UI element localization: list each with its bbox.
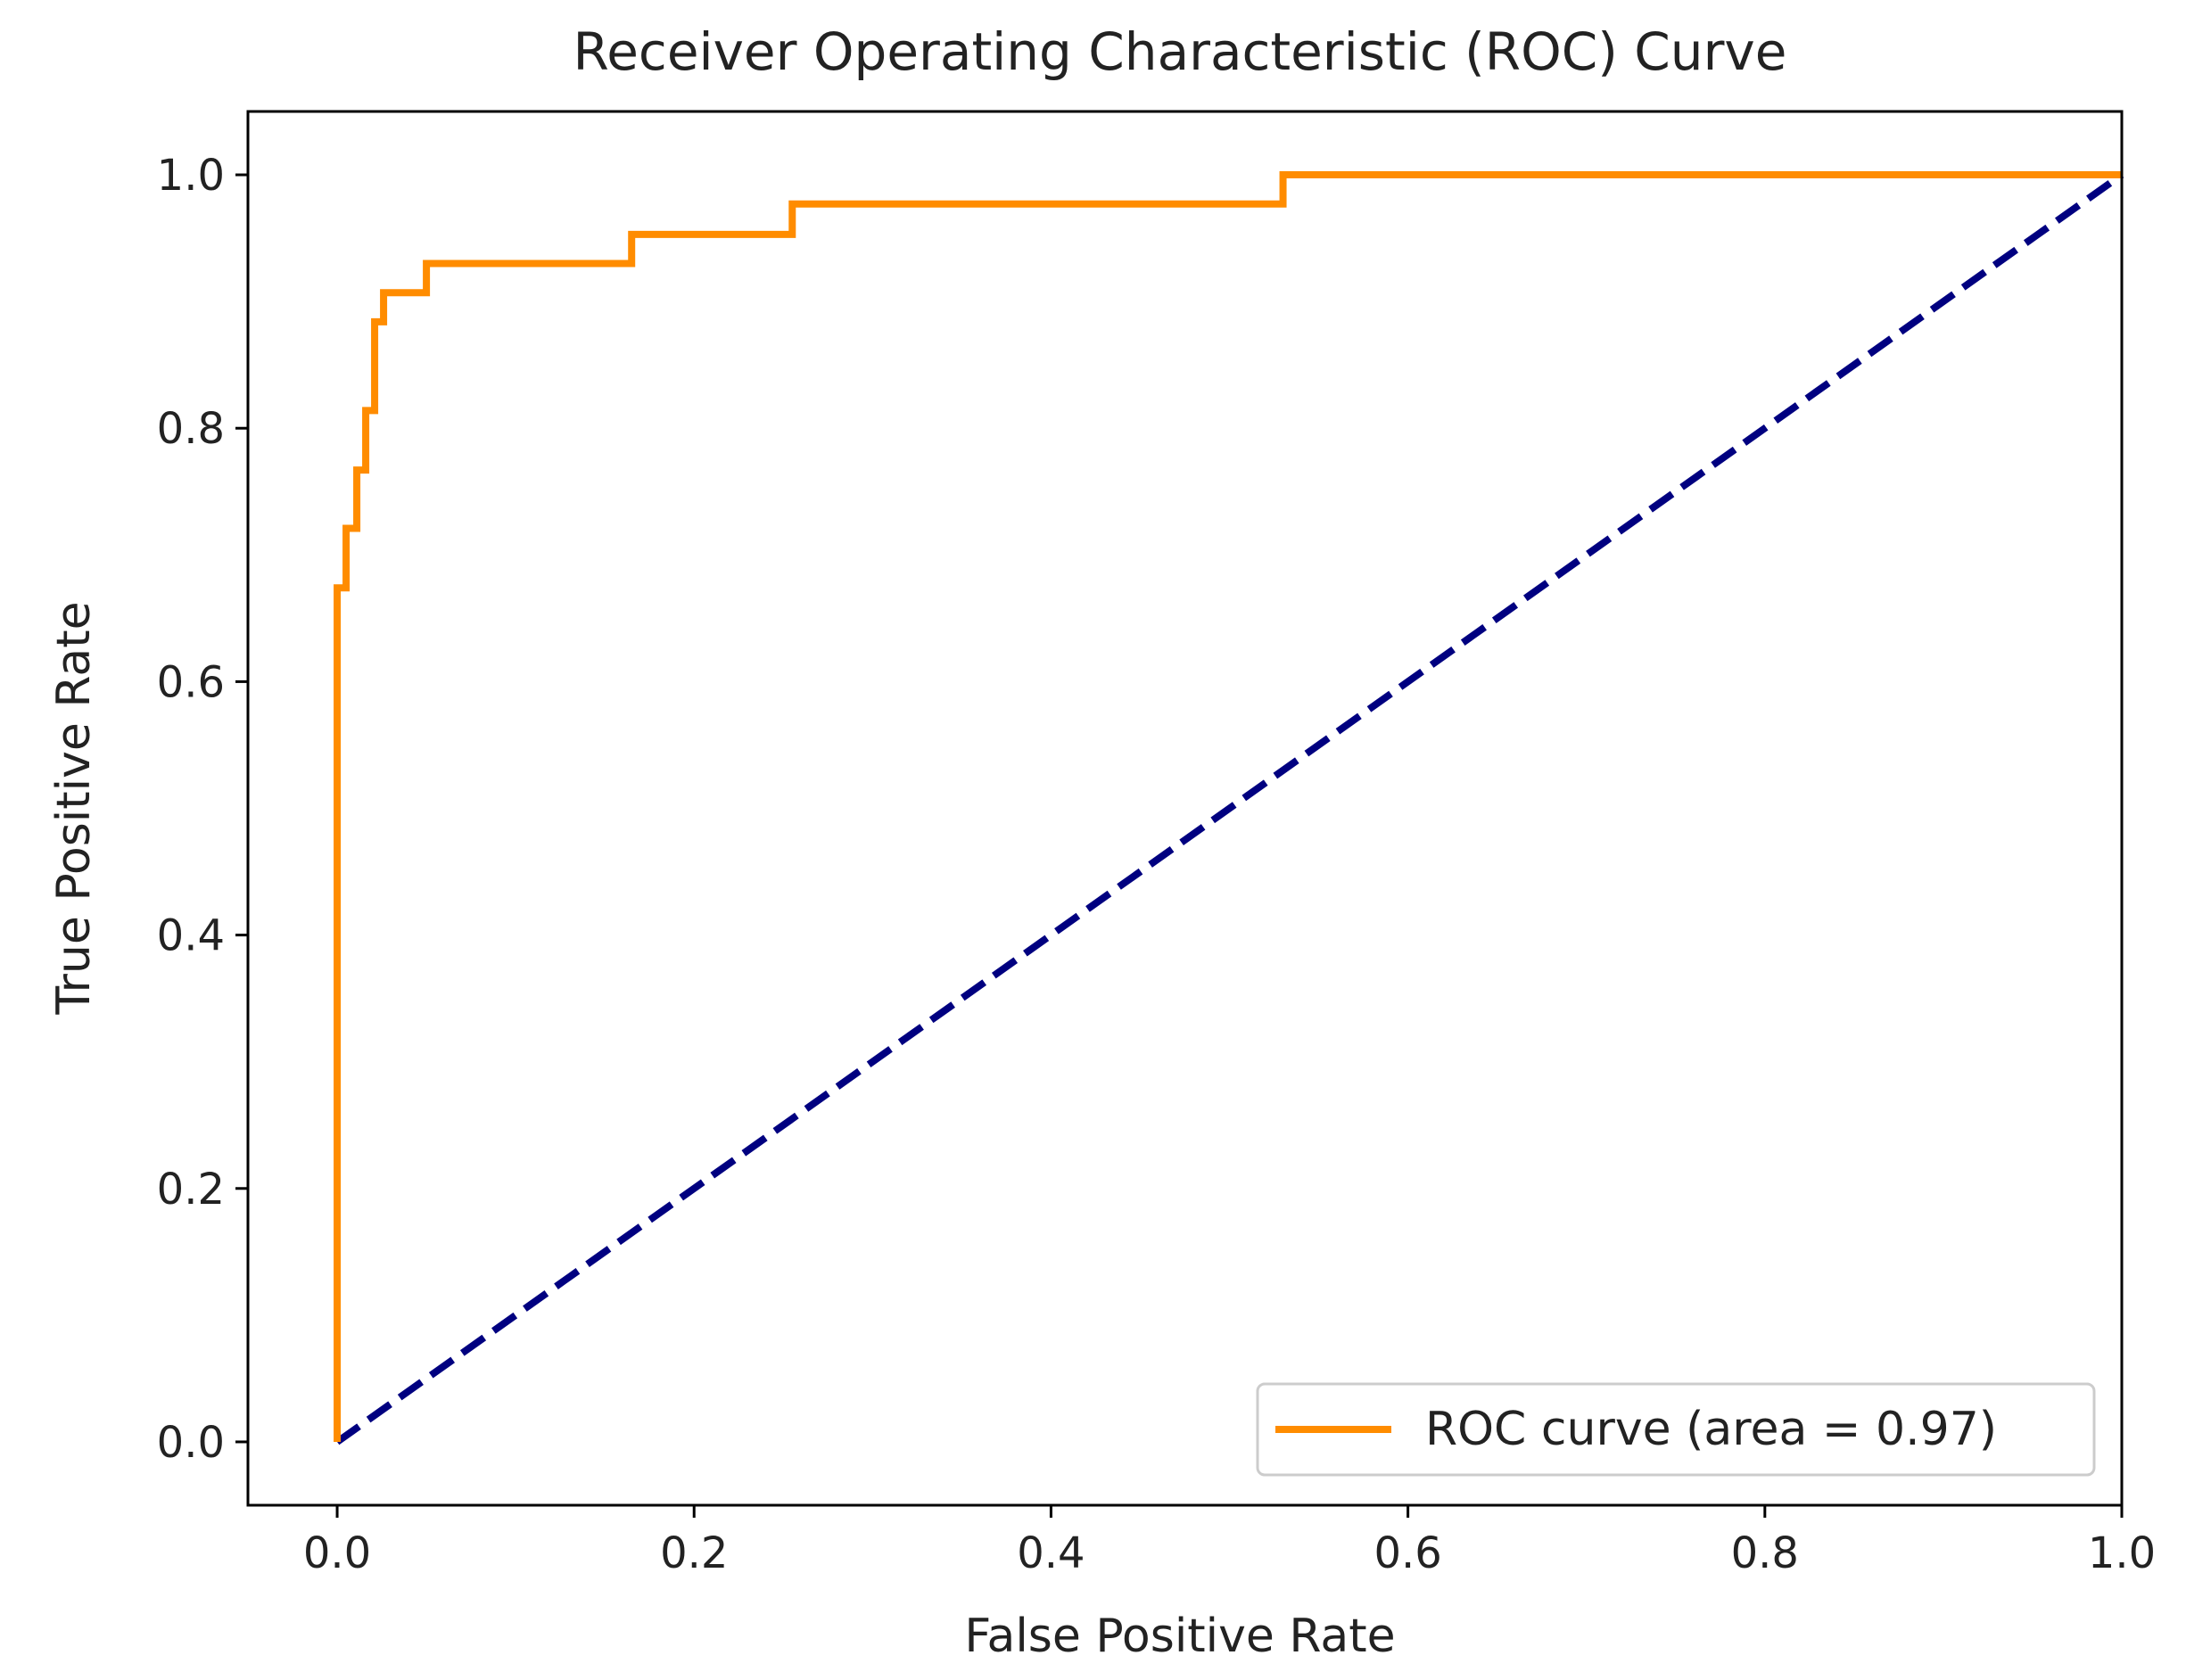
plot-frame (246, 110, 2124, 1507)
x-tick-label: 1.0 (2088, 1528, 2156, 1578)
x-tick-label: 0.0 (303, 1528, 371, 1578)
x-tick-label: 0.6 (1373, 1528, 1441, 1578)
roc-curve-line (334, 171, 2122, 1442)
y-tick-label: 1.0 (157, 151, 225, 201)
y-tick-label: 0.8 (157, 404, 225, 454)
y-tick-label: 0.6 (157, 657, 225, 707)
legend-box (1256, 1382, 2096, 1477)
chart-title: Receiver Operating Characteristic (ROC) … (573, 21, 1787, 82)
legend: ROC curve (area = 0.97) (1256, 1382, 2096, 1477)
y-axis-label: True Positive Rate (47, 601, 101, 1015)
x-axis-label: False Positive Rate (964, 1610, 1395, 1663)
x-tick-label: 0.4 (1017, 1528, 1085, 1578)
x-tick-label: 0.8 (1731, 1528, 1799, 1578)
y-tick-label: 0.0 (157, 1418, 225, 1468)
x-tick-label: 0.2 (660, 1528, 728, 1578)
legend-label: ROC curve (area = 0.97) (1425, 1403, 1997, 1456)
y-tick-label: 0.2 (157, 1165, 225, 1215)
chance-diagonal-line (334, 171, 2124, 1445)
y-tick-label: 0.4 (157, 911, 225, 961)
